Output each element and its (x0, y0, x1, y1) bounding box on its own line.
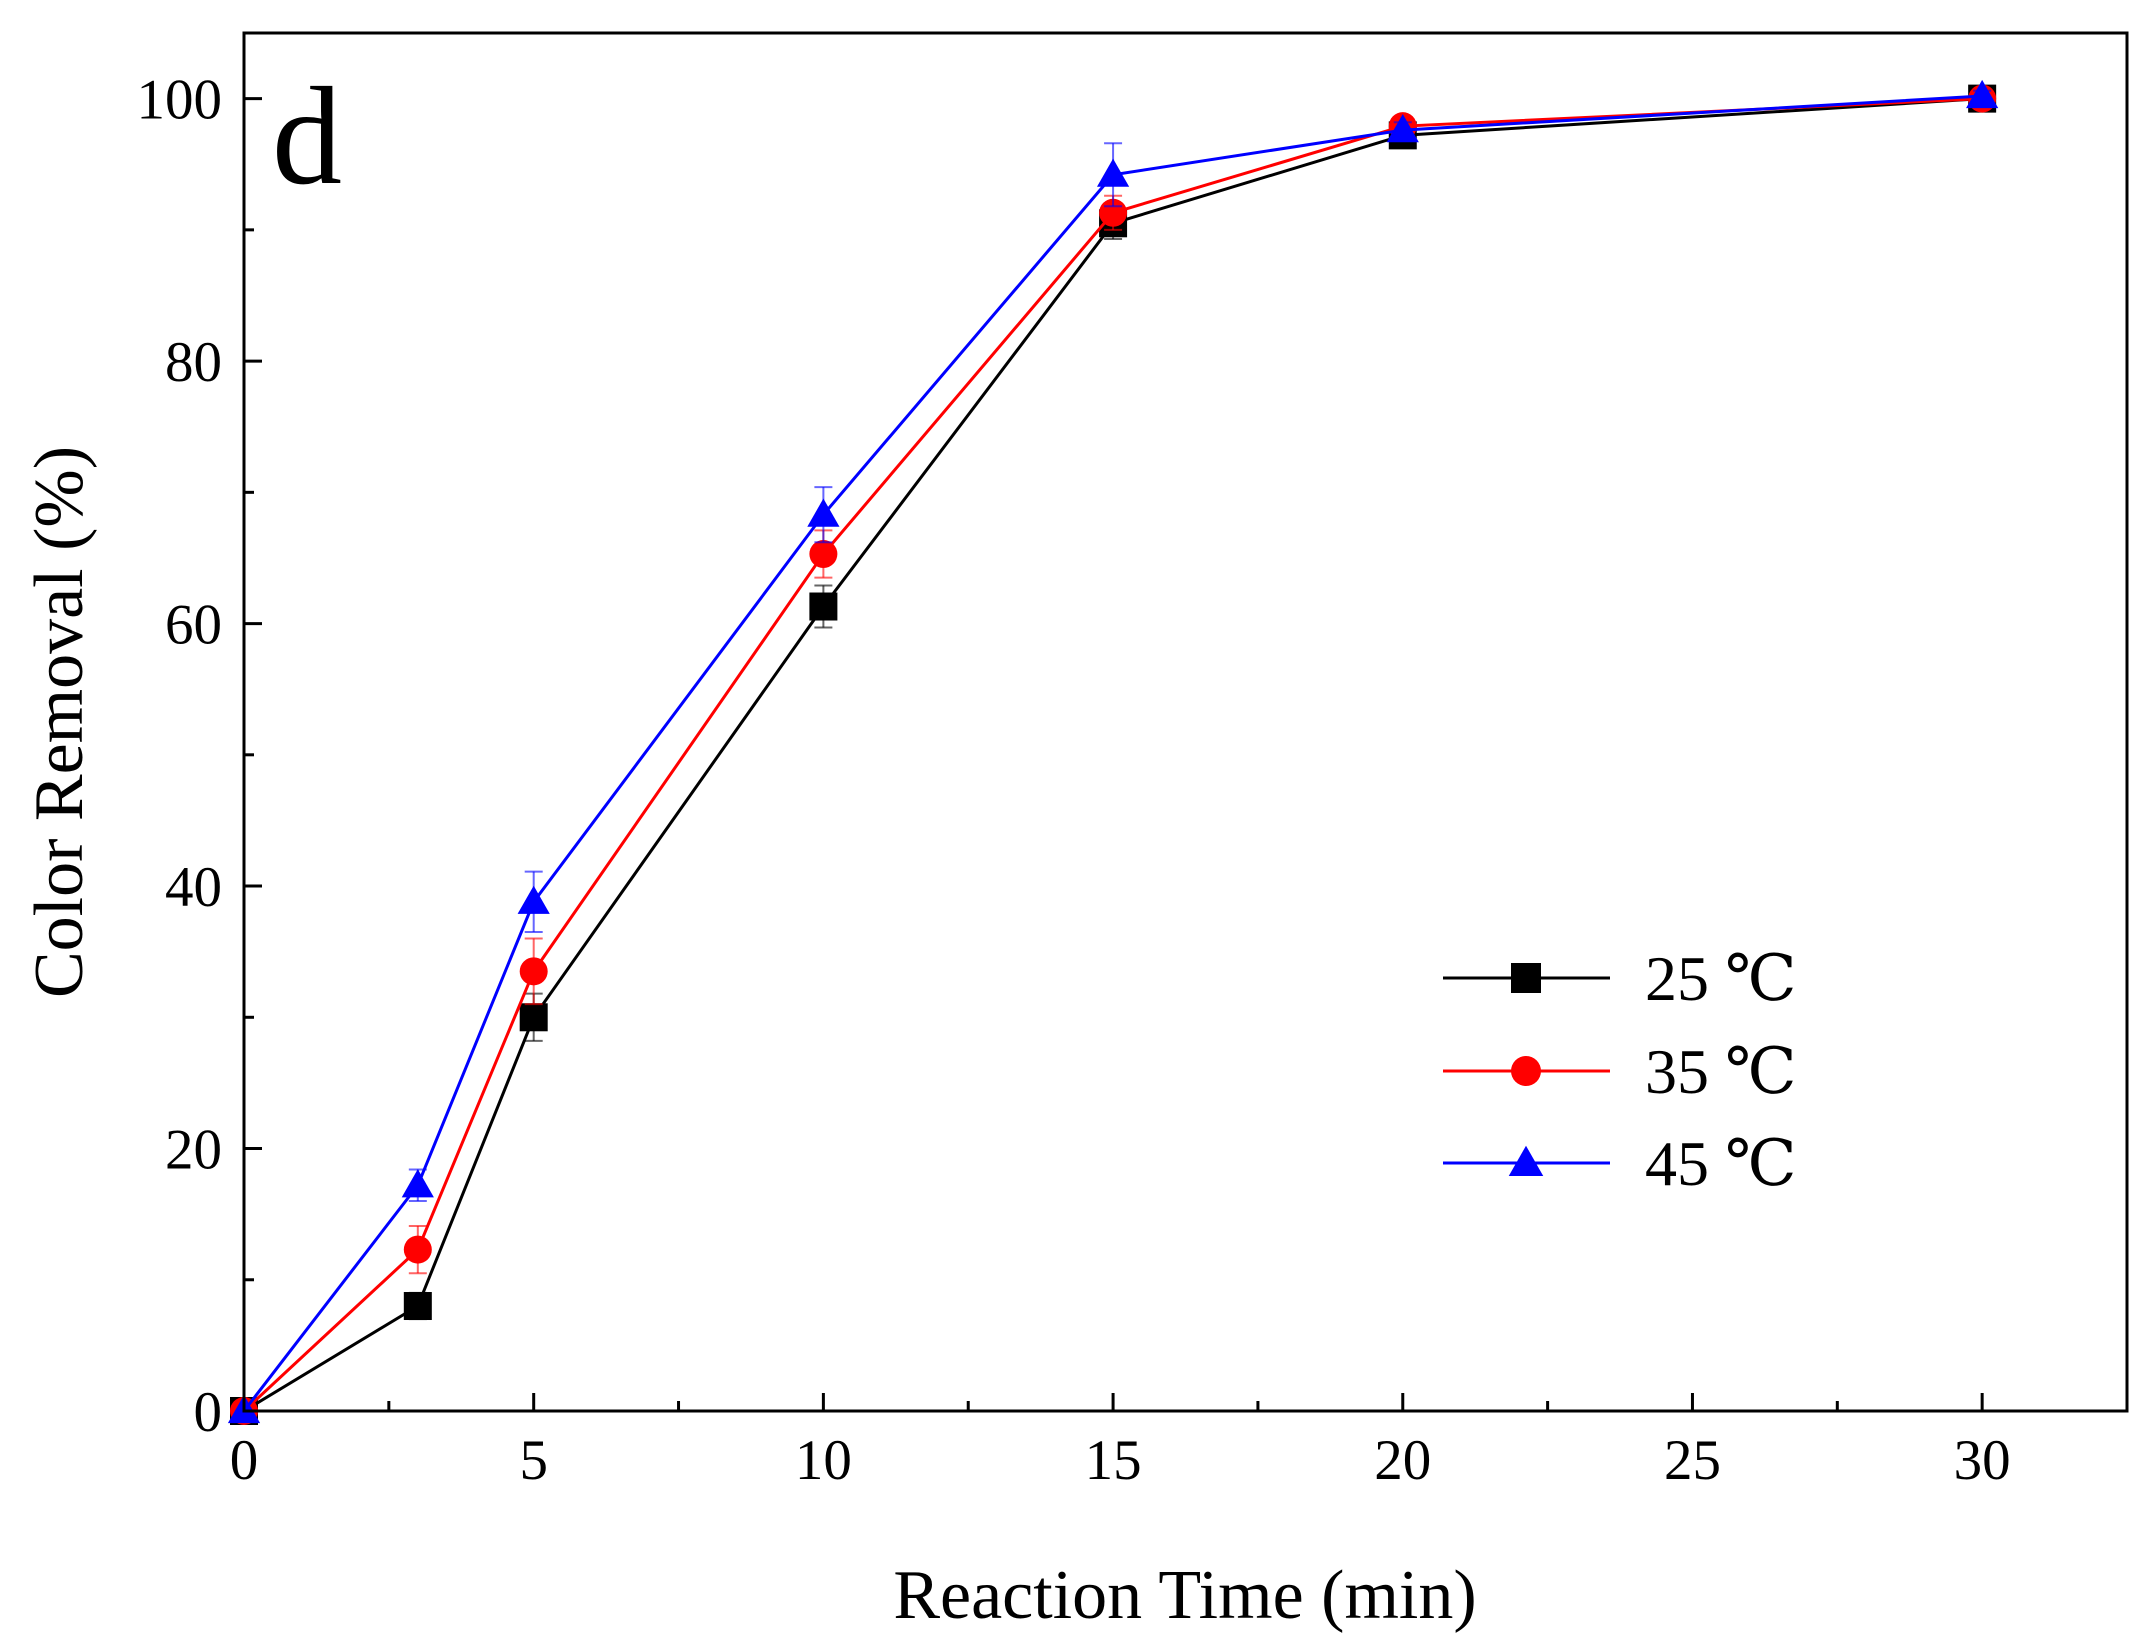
data-point (403, 1235, 432, 1264)
y-tick-label: 0 (194, 1381, 223, 1444)
legend-label: 35 ℃ (1645, 1036, 1797, 1107)
legend-label: 45 ℃ (1645, 1128, 1797, 1199)
y-tick-label: 60 (165, 594, 222, 657)
data-point (1386, 114, 1419, 143)
x-tick-label: 5 (519, 1429, 548, 1492)
legend-marker (1511, 963, 1541, 993)
legend: 25 ℃ 35 ℃ 45 ℃ (1443, 943, 1797, 1199)
y-tick-label: 20 (165, 1119, 222, 1182)
y-tick-label: 100 (137, 69, 223, 132)
series-triangle (227, 79, 1999, 1424)
panel-label: d (272, 59, 342, 214)
x-tick-label: 30 (1954, 1429, 2011, 1492)
x-tick-label: 0 (230, 1429, 259, 1492)
data-point (403, 1292, 432, 1321)
data-point (1966, 79, 1999, 109)
data-point (519, 1003, 548, 1032)
data-point (809, 592, 838, 621)
x-axis: 0 5 10 15 20 25 30 (230, 1393, 2011, 1492)
plot-frame (242, 31, 2129, 1413)
y-axis-title: Color Removal (%) (21, 446, 98, 998)
data-point (517, 885, 550, 914)
legend-marker (1511, 1056, 1541, 1086)
data-point (1096, 158, 1130, 187)
y-tick-label: 80 (165, 331, 222, 394)
data-point (401, 1169, 434, 1198)
x-tick-label: 10 (795, 1429, 852, 1492)
x-tick-label: 20 (1374, 1429, 1431, 1492)
series-layer (227, 79, 1999, 1425)
data-point (519, 957, 548, 986)
legend-label: 25 ℃ (1645, 943, 1797, 1014)
x-tick-label: 25 (1664, 1429, 1721, 1492)
data-point (807, 498, 840, 527)
x-tick-label: 15 (1085, 1429, 1142, 1492)
y-tick-label: 40 (165, 856, 222, 919)
data-point (809, 540, 838, 569)
legend-marker (1508, 1145, 1544, 1176)
x-axis-title: Reaction Time (min) (893, 1557, 1476, 1634)
y-axis: 0 20 40 60 80 100 (137, 69, 262, 1444)
